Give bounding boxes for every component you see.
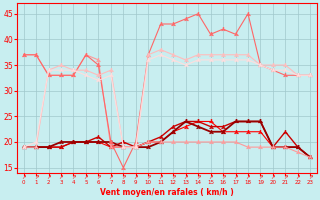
X-axis label: Vent moyen/en rafales ( km/h ): Vent moyen/en rafales ( km/h ) bbox=[100, 188, 234, 197]
